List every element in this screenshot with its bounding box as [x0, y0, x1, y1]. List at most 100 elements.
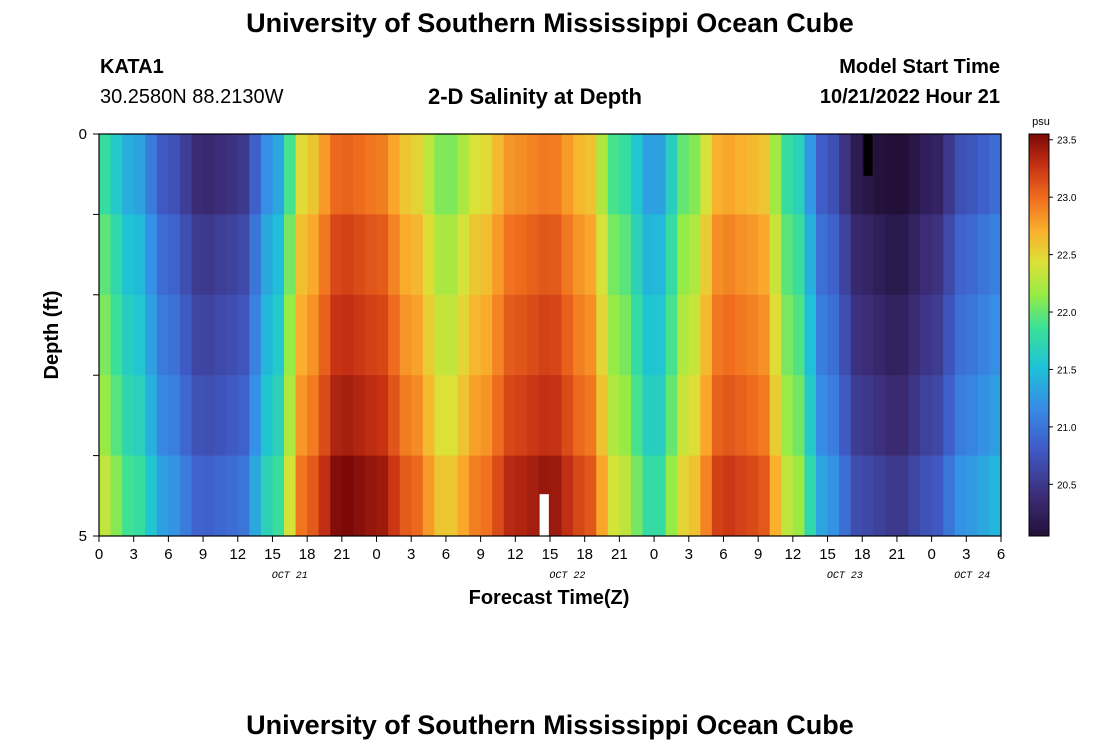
heatmap-cell — [99, 375, 112, 457]
heatmap-cell — [769, 294, 782, 376]
heatmap-cell — [191, 294, 204, 376]
heatmap-cell — [399, 375, 412, 457]
heatmap-cell — [388, 134, 401, 215]
x-tick-label: 3 — [962, 546, 970, 563]
heatmap-cell — [584, 134, 597, 215]
heatmap-cell — [330, 294, 343, 376]
heatmap-cell — [735, 134, 748, 215]
heatmap-cell — [526, 455, 540, 537]
colorbar-tick-label: 22.0 — [1057, 308, 1077, 319]
heatmap-cell — [179, 294, 193, 376]
heatmap-cell — [665, 294, 678, 376]
heatmap-cell — [214, 375, 227, 457]
page-title: University of Southern Mississippi Ocean… — [246, 8, 854, 38]
heatmap-cell — [573, 214, 586, 296]
heatmap-cell — [550, 294, 563, 376]
heatmap-cell — [989, 134, 1002, 215]
missing-data-cell — [863, 134, 873, 176]
heatmap-cell — [642, 214, 655, 296]
heatmap-cell — [364, 134, 378, 215]
heatmap-cell — [700, 134, 713, 215]
heatmap-cell — [168, 375, 181, 457]
heatmap-cell — [654, 294, 667, 376]
heatmap-cell — [700, 455, 713, 537]
heatmap-cell — [954, 214, 967, 296]
heatmap-cell — [156, 214, 169, 296]
heatmap-cell — [607, 294, 620, 376]
heatmap-cell — [203, 455, 216, 537]
heatmap-cell — [920, 294, 933, 376]
heatmap-cell — [677, 294, 690, 376]
heatmap-cell — [469, 455, 482, 537]
heatmap-cell — [330, 214, 343, 296]
heatmap-cell — [920, 214, 933, 296]
heatmap-cell — [191, 214, 204, 296]
heatmap-cell — [284, 134, 297, 215]
heatmap-cell — [596, 134, 609, 215]
heatmap-cell — [573, 294, 586, 376]
heatmap-cell — [596, 294, 609, 376]
heatmap-cell — [862, 455, 875, 537]
heatmap-cell — [237, 294, 250, 376]
heatmap-cell — [492, 214, 505, 296]
heatmap-cell — [260, 455, 274, 537]
heatmap-cell — [896, 134, 910, 215]
plot-title: 2-D Salinity at Depth — [428, 84, 642, 109]
heatmap-cell — [168, 134, 181, 215]
heatmap-cell — [769, 134, 782, 215]
heatmap-cell — [850, 375, 863, 457]
heatmap-cell — [781, 214, 794, 296]
heatmap-cell — [896, 375, 910, 457]
x-tick-label: 12 — [785, 546, 802, 563]
heatmap-cell — [642, 455, 655, 537]
heatmap-cell — [526, 134, 540, 215]
heatmap-cell — [954, 134, 967, 215]
heatmap-cell — [364, 294, 378, 376]
heatmap-cell — [99, 294, 112, 376]
heatmap-cell — [781, 375, 794, 457]
heatmap-cell — [723, 134, 736, 215]
heatmap-cell — [654, 455, 667, 537]
heatmap-cell — [492, 134, 505, 215]
heatmap-cell — [931, 294, 944, 376]
heatmap-cell — [850, 294, 863, 376]
heatmap-cell — [422, 294, 435, 376]
x-tick-label: 0 — [927, 546, 935, 563]
colorbar-tick-label: 23.0 — [1057, 193, 1077, 204]
y-axis-ticks: 05 — [79, 126, 99, 545]
heatmap-cell — [688, 375, 701, 457]
heatmap-cell — [457, 294, 470, 376]
heatmap-cell — [550, 455, 563, 537]
heatmap-cell — [260, 134, 274, 215]
heatmap-cell — [584, 455, 597, 537]
heatmap-cell — [711, 214, 725, 296]
heatmap-cell — [839, 214, 852, 296]
x-tick-label: 3 — [407, 546, 415, 563]
heatmap-cell — [376, 375, 389, 457]
heatmap-cell — [723, 375, 736, 457]
heatmap-cell — [388, 375, 401, 457]
heatmap-cell — [746, 455, 759, 537]
colorbar-unit: psu — [1032, 116, 1050, 128]
x-date-label: OCT 22 — [549, 571, 585, 582]
heatmap-cell — [781, 134, 794, 215]
heatmap-cell — [214, 455, 227, 537]
heatmap-cell — [445, 214, 459, 296]
heatmap-cell — [873, 214, 886, 296]
x-tick-label: 6 — [719, 546, 727, 563]
heatmap-cell — [723, 455, 736, 537]
x-tick-label: 15 — [819, 546, 836, 563]
heatmap-cell — [469, 214, 482, 296]
heatmap-cell — [99, 214, 112, 296]
x-tick-label: 0 — [372, 546, 380, 563]
heatmap-cell — [792, 294, 806, 376]
heatmap-cell — [515, 134, 528, 215]
heatmap-cell — [191, 375, 204, 457]
heatmap-cell — [792, 455, 806, 537]
heatmap-cell — [920, 134, 933, 215]
heatmap-cell — [353, 294, 366, 376]
heatmap-cell — [943, 294, 956, 376]
x-tick-label: 9 — [476, 546, 484, 563]
heatmap-cell — [584, 214, 597, 296]
heatmap-cell — [133, 214, 146, 296]
